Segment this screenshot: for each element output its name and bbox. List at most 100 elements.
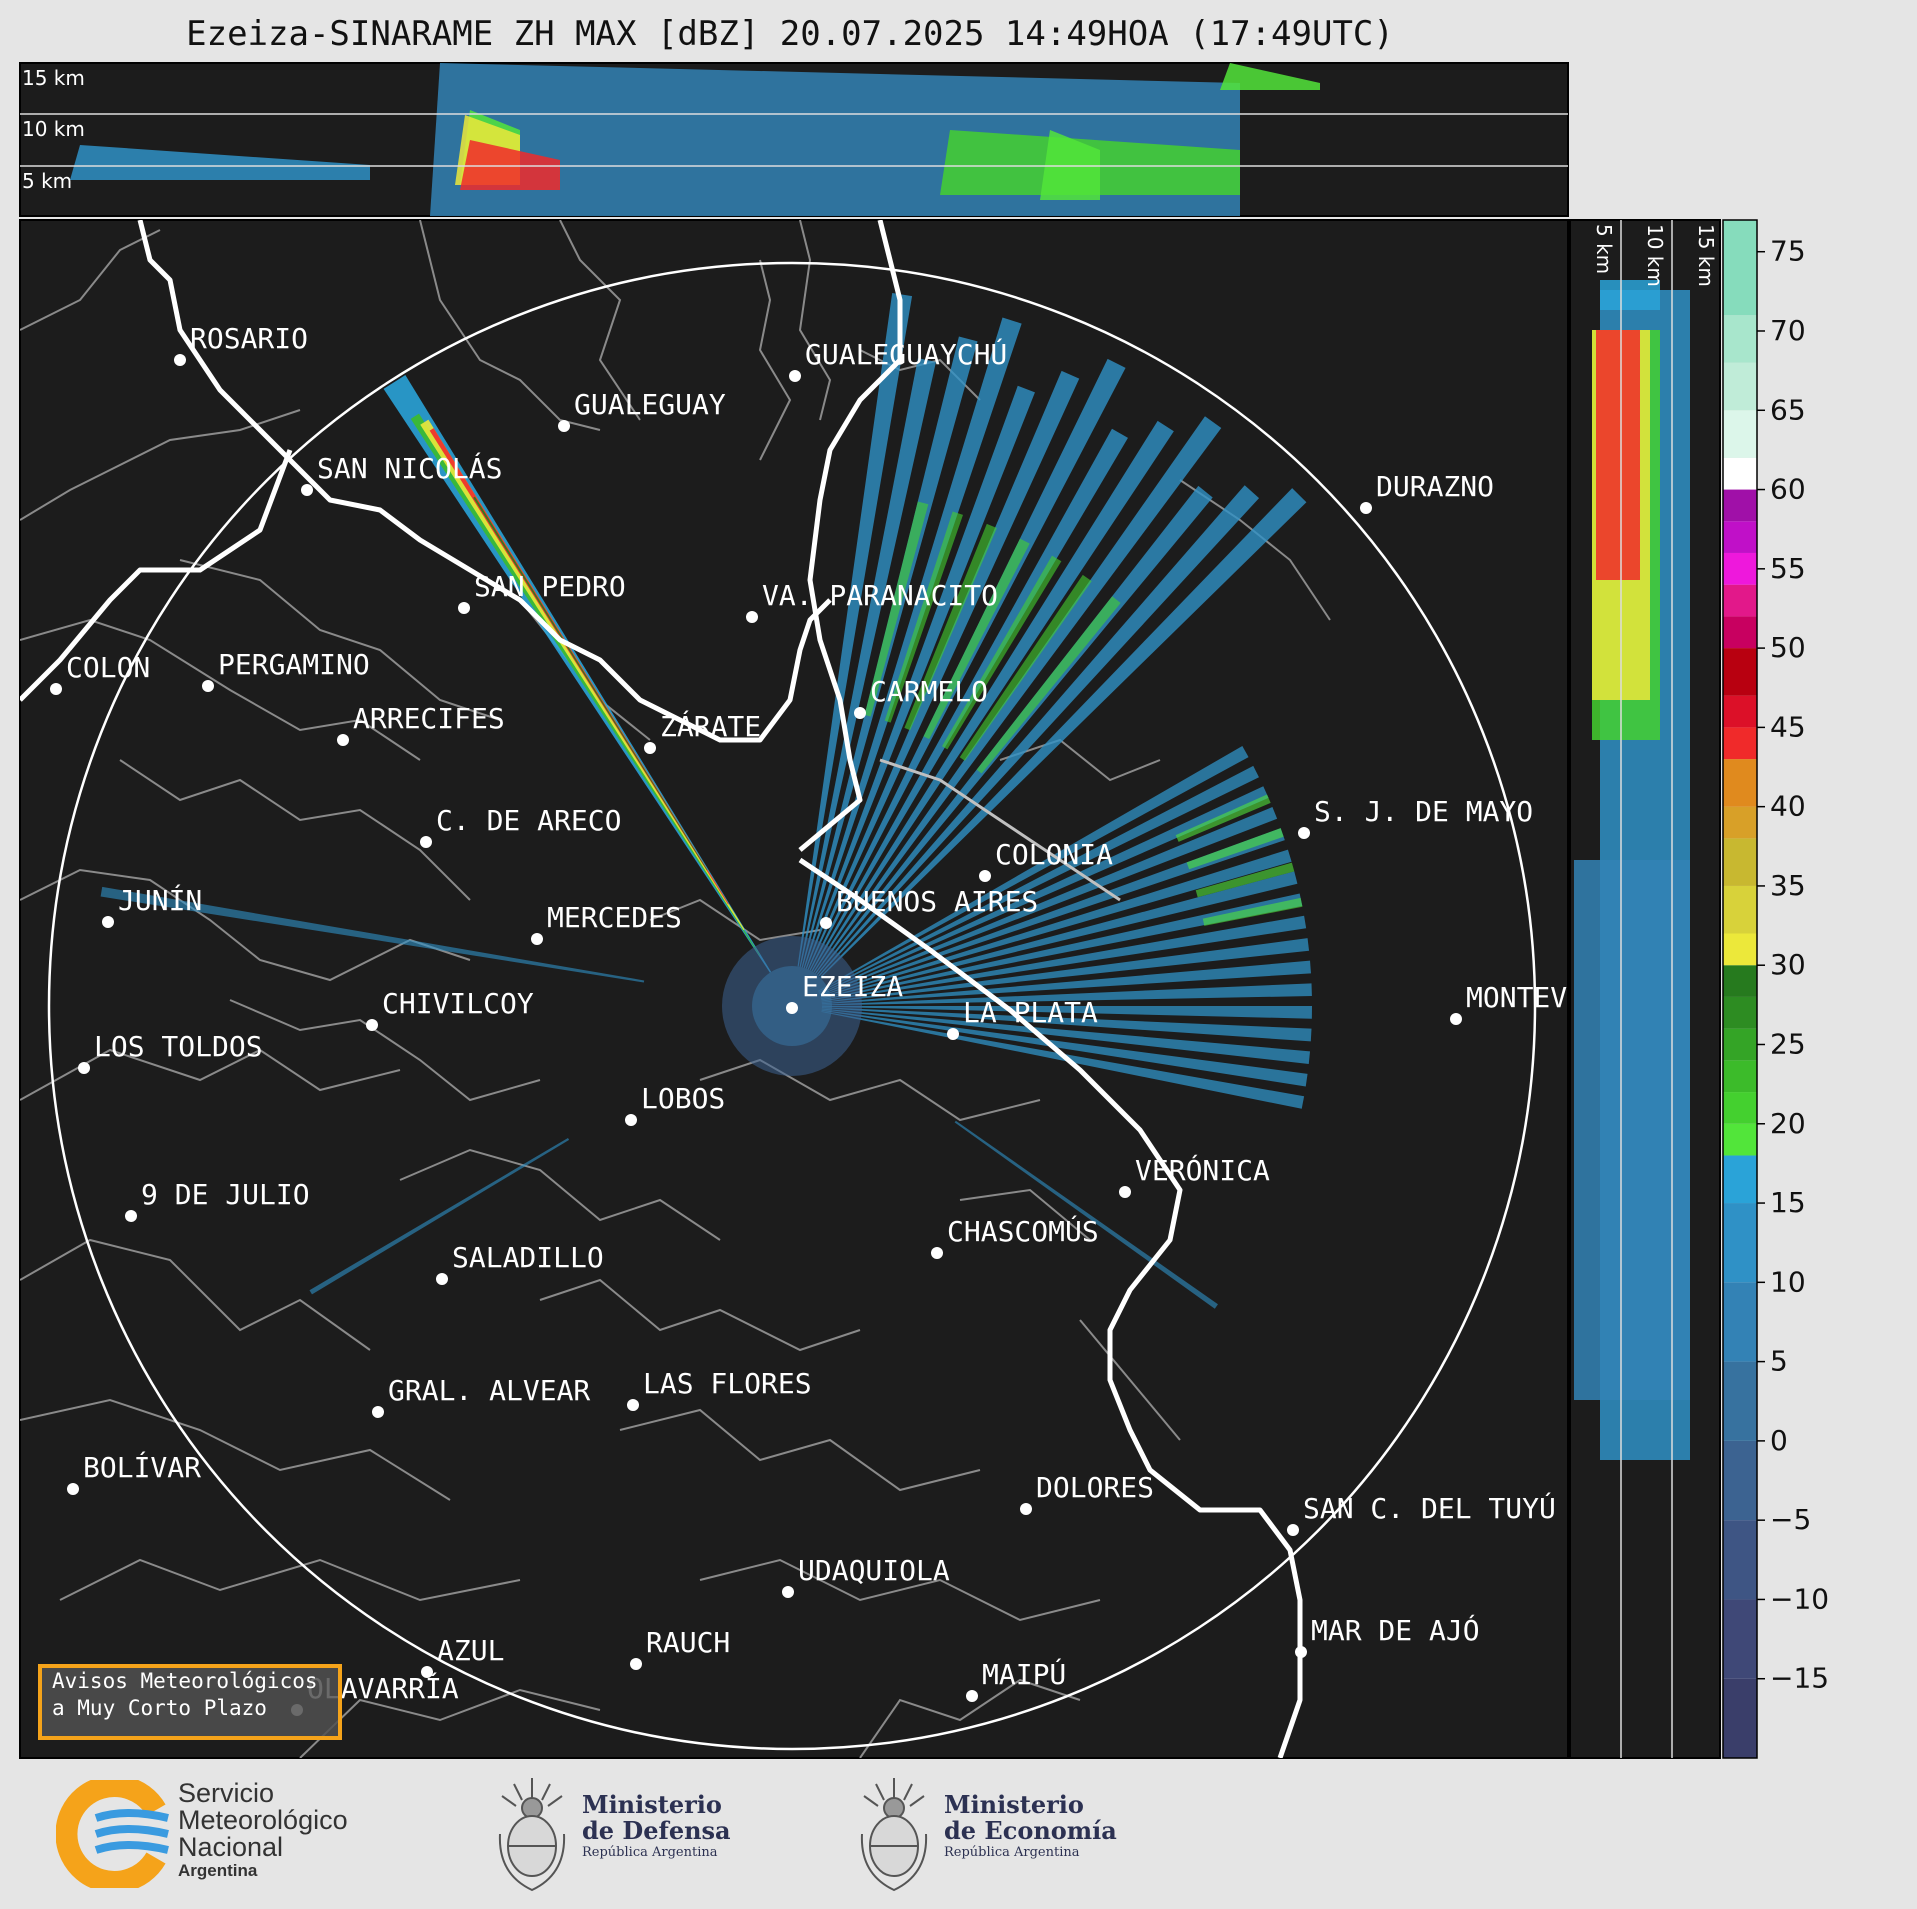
city-label: UDAQUIOLA bbox=[798, 1554, 950, 1587]
city-label: SAN C. DEL TUYÚ bbox=[1303, 1491, 1556, 1525]
avisos-badge[interactable]: Avisos Meteorológicos a Muy Corto Plazo bbox=[38, 1664, 342, 1740]
city-label: JUNÍN bbox=[118, 883, 202, 917]
avisos-line1: Avisos Meteorológicos bbox=[52, 1669, 318, 1693]
colorbar-tick-label: 35 bbox=[1770, 869, 1806, 902]
colorbar-tick-label: 60 bbox=[1770, 473, 1806, 506]
side-echo-profile bbox=[1574, 280, 1690, 1460]
city-marker bbox=[420, 836, 432, 848]
city-label: DOLORES bbox=[1036, 1471, 1154, 1504]
colorbar-tick-label: −10 bbox=[1770, 1582, 1829, 1615]
coastline-rivers bbox=[20, 220, 1303, 1758]
city-label: COLON bbox=[66, 651, 150, 684]
city-marker bbox=[947, 1028, 959, 1040]
economia-logo: Ministerio de Economía República Argenti… bbox=[856, 1774, 1117, 1900]
economia-line3: República Argentina bbox=[944, 1845, 1080, 1860]
city-marker bbox=[50, 683, 62, 695]
smn-emblem-icon bbox=[55, 1775, 169, 1893]
city-marker bbox=[1020, 1503, 1032, 1515]
city-label: AZUL bbox=[437, 1634, 504, 1667]
range-ring bbox=[47, 261, 1537, 1751]
city-label: CHIVILCOY bbox=[382, 987, 534, 1020]
city-marker bbox=[630, 1658, 642, 1670]
smn-line2: Meteorológico bbox=[178, 1805, 348, 1835]
coat-of-arms-icon bbox=[860, 1778, 928, 1892]
side-alt-label-10: 10 km bbox=[1643, 224, 1667, 287]
city-marker bbox=[78, 1062, 90, 1074]
city-marker bbox=[372, 1406, 384, 1418]
city-marker bbox=[979, 870, 991, 882]
colorbar-tick-label: 20 bbox=[1770, 1107, 1806, 1140]
city-label: LA PLATA bbox=[963, 996, 1098, 1029]
city-label: 9 DE JULIO bbox=[141, 1178, 310, 1211]
city-marker bbox=[558, 420, 570, 432]
city-label: GUALEGUAYCHÚ bbox=[805, 337, 1007, 371]
colorbar-tick-label: 10 bbox=[1770, 1265, 1806, 1298]
smn-line3: Nacional bbox=[178, 1832, 284, 1862]
city-marker bbox=[1119, 1186, 1131, 1198]
colorbar-tick-label: 65 bbox=[1770, 393, 1806, 426]
city-label: DURAZNO bbox=[1376, 470, 1494, 503]
city-label: LOS TOLDOS bbox=[94, 1030, 263, 1063]
colorbar-tick-label: 30 bbox=[1770, 948, 1806, 981]
city-marker bbox=[436, 1273, 448, 1285]
city-marker bbox=[174, 354, 186, 366]
city-label: SAN NICOLÁS bbox=[317, 451, 502, 485]
city-marker bbox=[531, 933, 543, 945]
city-marker bbox=[366, 1019, 378, 1031]
city-label: CHASCOMÚS bbox=[947, 1214, 1099, 1248]
city-marker bbox=[625, 1114, 637, 1126]
city-marker bbox=[125, 1210, 137, 1222]
economia-line2: de Economía bbox=[944, 1816, 1117, 1845]
city-marker bbox=[1287, 1524, 1299, 1536]
colorbar-tick-label: 0 bbox=[1770, 1424, 1788, 1457]
city-label: GUALEGUAY bbox=[574, 388, 726, 421]
city-marker bbox=[931, 1247, 943, 1259]
city-label: S. J. DE MAYO bbox=[1314, 795, 1533, 828]
city-label: VA. PARANACITO bbox=[762, 579, 998, 612]
top-alt-label-10: 10 km bbox=[22, 117, 85, 141]
defensa-line1: Ministerio bbox=[582, 1790, 722, 1819]
side-alt-label-15: 15 km bbox=[1694, 224, 1718, 287]
city-label: LOBOS bbox=[641, 1082, 725, 1115]
city-marker bbox=[782, 1586, 794, 1598]
city-label: EZEIZA bbox=[802, 970, 903, 1003]
side-alt-label-5: 5 km bbox=[1592, 224, 1616, 274]
top-echo-profile bbox=[70, 63, 1320, 216]
top-alt-label-5: 5 km bbox=[22, 169, 72, 193]
city-marker bbox=[421, 1666, 433, 1678]
colorbar-tick-label: 40 bbox=[1770, 790, 1806, 823]
city-marker bbox=[67, 1483, 79, 1495]
city-label: C. DE ARECO bbox=[436, 804, 621, 837]
city-label: COLONIA bbox=[995, 838, 1113, 871]
chart-title: Ezeiza-SINARAME ZH MAX [dBZ] 20.07.2025 … bbox=[186, 14, 1394, 54]
colorbar-tick-label: 25 bbox=[1770, 1027, 1806, 1060]
city-marker bbox=[1360, 502, 1372, 514]
colorbar-tick-label: 15 bbox=[1770, 1186, 1806, 1219]
side-altitude-panel: 5 km 10 km 15 km bbox=[1569, 219, 1721, 1759]
colorbar-tick-label: 75 bbox=[1770, 235, 1806, 268]
city-marker bbox=[1298, 827, 1310, 839]
smn-line4: Argentina bbox=[178, 1861, 258, 1880]
city-label: BUENOS AIRES bbox=[836, 885, 1038, 918]
city-label: LAS FLORES bbox=[643, 1367, 812, 1400]
colorbar-tick-label: 70 bbox=[1770, 314, 1806, 347]
defensa-line2: de Defensa bbox=[582, 1816, 731, 1845]
city-marker bbox=[1295, 1646, 1307, 1658]
colorbar-tick-label: 45 bbox=[1770, 710, 1806, 743]
city-label: ZÁRATE bbox=[660, 709, 761, 743]
city-marker bbox=[202, 680, 214, 692]
radar-echoes bbox=[100, 293, 1312, 1309]
colorbar-tick-label: 55 bbox=[1770, 552, 1806, 585]
city-marker bbox=[789, 370, 801, 382]
city-marker bbox=[627, 1399, 639, 1411]
city-label: PERGAMINO bbox=[218, 648, 370, 681]
economia-line1: Ministerio bbox=[944, 1790, 1084, 1819]
city-marker bbox=[102, 916, 114, 928]
defensa-line3: República Argentina bbox=[582, 1845, 718, 1860]
city-label: ARRECIFES bbox=[353, 702, 505, 735]
city-label: ROSARIO bbox=[190, 322, 308, 355]
city-marker bbox=[966, 1690, 978, 1702]
city-marker bbox=[786, 1002, 798, 1014]
city-label: MAR DE AJÓ bbox=[1311, 1613, 1480, 1647]
